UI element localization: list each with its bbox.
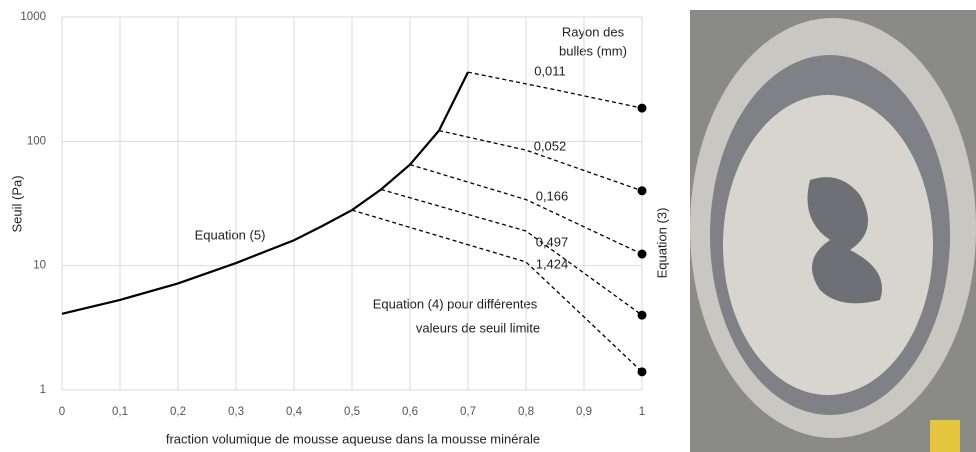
end-marker [637,367,647,377]
handle [930,420,960,452]
series-line [380,188,643,316]
y-tick-label: 10 [33,260,46,272]
legend-title: Rayon des [562,24,625,39]
x-tick-label: 0,2 [170,406,186,418]
series-label: 0,166 [536,188,569,203]
series-label: 1,424 [536,256,569,271]
annotation: Equation (4) pour différentes [373,296,538,311]
x-axis-label: fraction volumique de mousse aqueuse dan… [166,431,540,446]
series-line [409,163,643,255]
end-marker [637,310,647,320]
annotation: valeurs de seuil limite [416,320,540,335]
x-tick-label: 0,5 [344,406,360,418]
series-label: 0,011 [534,63,566,78]
series-label: 0,497 [536,234,569,249]
annotation: Equation (5) [195,227,266,242]
y-axis-label: Seuil (Pa) [9,175,24,232]
annotation: Equation (3) [654,208,669,279]
x-tick-label: 0,7 [460,406,476,418]
x-tick-label: 0,9 [576,406,592,418]
end-marker [637,249,647,259]
series-line [467,71,643,109]
series-line [351,209,643,373]
series-line [438,129,643,192]
dark-patch [807,177,882,304]
legend-title: bulles (mm) [559,43,627,58]
x-tick-label: 0 [59,406,65,418]
end-marker [637,186,647,196]
x-tick-label: 1 [639,406,645,418]
series-line [61,71,469,315]
y-tick-label: 1 [40,384,46,396]
x-tick-label: 0,1 [112,406,128,418]
series-label: 0,052 [534,138,567,153]
x-tick-label: 0,6 [402,406,418,418]
x-tick-label: 0,4 [286,406,303,418]
photo [690,10,976,452]
y-tick-label: 100 [27,135,46,147]
x-tick-label: 0,8 [518,406,534,418]
end-marker [637,103,647,113]
x-tick-label: 0,3 [228,406,244,418]
y-tick-label: 1000 [20,11,46,23]
